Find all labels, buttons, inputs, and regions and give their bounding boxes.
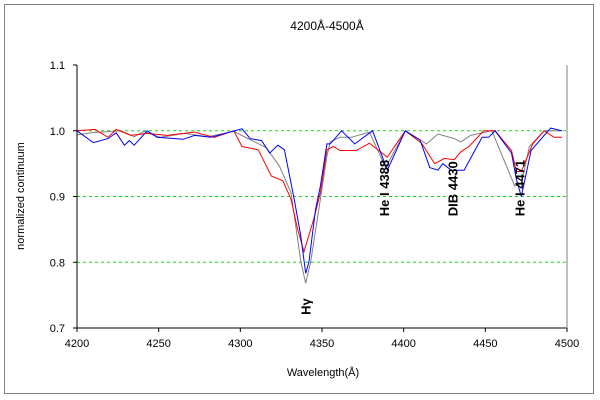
series-line-blue: [76, 127, 563, 274]
x-tick-label: 4350: [310, 338, 334, 350]
y-tick-label: 1.0: [50, 126, 65, 138]
y-axis-label: normalized continuum: [15, 142, 27, 250]
x-tick-label: 4450: [473, 338, 497, 350]
chart-title: 4200Å-4500Å: [290, 18, 363, 33]
line-annotation: DIB 4430: [446, 161, 461, 216]
x-tick-label: 4400: [391, 338, 415, 350]
line-annotation: He I 4471: [513, 160, 528, 216]
series-line-gray: [76, 130, 563, 284]
y-tick-label: 0.9: [50, 192, 65, 204]
y-tick-label: 1.1: [50, 60, 65, 72]
x-axis-label: Wavelength(Å): [287, 366, 359, 379]
series-line-red: [76, 128, 563, 254]
x-tick-label: 4500: [555, 338, 579, 350]
y-tick-label: 0.8: [50, 257, 65, 269]
chart-frame: [4, 4, 594, 394]
line-annotation: He I 4388: [377, 160, 392, 216]
line-annotation: Hγ: [299, 297, 314, 314]
x-tick-label: 4300: [228, 338, 252, 350]
x-tick-label: 4250: [146, 338, 170, 350]
x-tick-label: 4200: [65, 338, 89, 350]
y-tick-label: 0.7: [50, 323, 65, 335]
